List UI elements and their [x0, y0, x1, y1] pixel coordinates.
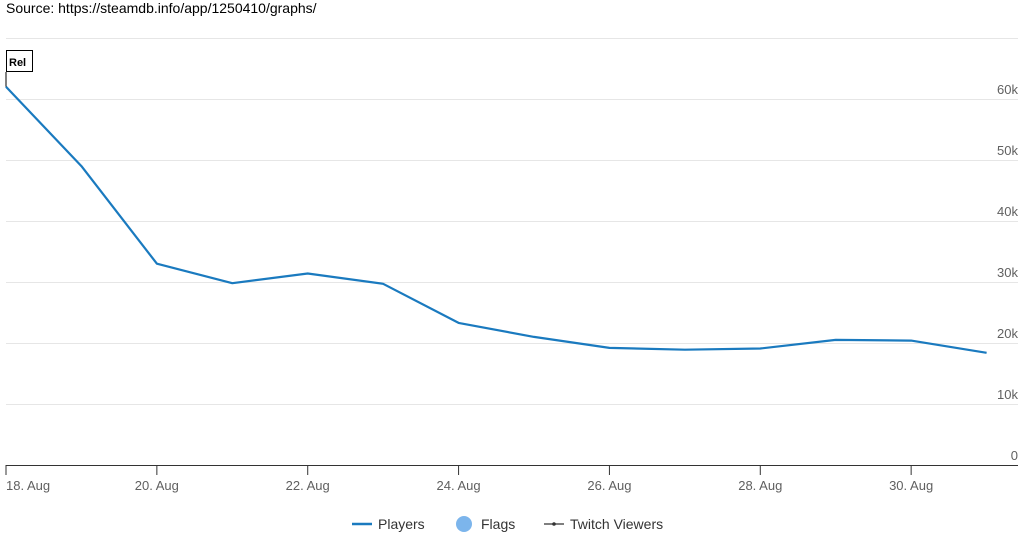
x-tick-label: 30. Aug	[889, 478, 933, 493]
legend-label: Twitch Viewers	[570, 516, 663, 532]
legend: Players Flags Twitch Viewers	[352, 516, 663, 532]
y-tick-label: 20k	[997, 326, 1018, 341]
x-tick-label: 24. Aug	[437, 478, 481, 493]
flags-layer: Rel	[5, 50, 33, 87]
y-tick-label: 40k	[997, 204, 1018, 219]
x-tick-label: 18. Aug	[6, 478, 50, 493]
y-tick-label: 50k	[997, 143, 1018, 158]
legend-circle-symbol	[456, 516, 472, 532]
legend-label: Flags	[481, 516, 515, 532]
legend-item-flags[interactable]: Flags	[456, 516, 515, 532]
x-tick-label: 22. Aug	[286, 478, 330, 493]
y-tick-label: 30k	[997, 265, 1018, 280]
legend-item-players[interactable]: Players	[352, 516, 425, 532]
flag-label: Rel	[9, 57, 26, 69]
x-tick-label: 20. Aug	[135, 478, 179, 493]
legend-label: Players	[378, 516, 425, 532]
series-line-players	[5, 86, 987, 354]
x-tick-label: 26. Aug	[587, 478, 631, 493]
x-axis-ticks: 18. Aug 20. Aug 22. Aug 24. Aug 26. Aug 28. A…	[5, 465, 933, 493]
legend-marker-symbol	[552, 522, 556, 526]
flag-box[interactable]	[6, 50, 33, 72]
series-layer	[5, 86, 987, 354]
x-tick-label: 28. Aug	[738, 478, 782, 493]
gridlines	[6, 38, 1018, 405]
source-text: Source: https://steamdb.info/app/1250410…	[6, 0, 317, 16]
y-tick-label: 60k	[997, 82, 1018, 97]
y-tick-label: 10k	[997, 387, 1018, 402]
y-tick-label: 0	[1011, 448, 1018, 463]
legend-item-twitch-viewers[interactable]: Twitch Viewers	[544, 516, 663, 532]
y-axis-ticks: 0 10k 20k 30k 40k 50k 60k	[997, 82, 1018, 463]
